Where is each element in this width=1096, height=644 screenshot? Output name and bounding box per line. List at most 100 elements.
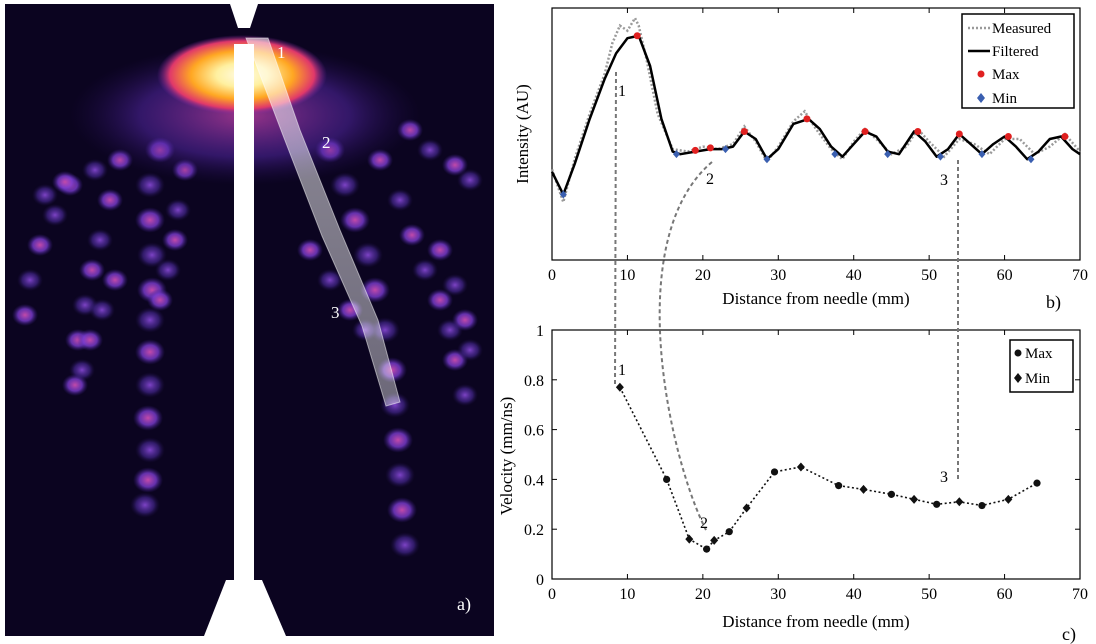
velocity-max-point xyxy=(663,475,671,483)
streamer-bead xyxy=(442,153,468,177)
velocity-min-point xyxy=(685,534,694,544)
velocity-y-axis-label: Velocity (mm/ns) xyxy=(497,397,516,516)
min-point xyxy=(721,145,729,154)
streamer-bead xyxy=(32,183,58,207)
velocity-max-point xyxy=(978,501,986,510)
measured-line xyxy=(550,15,1081,207)
streamer-bead xyxy=(427,288,453,312)
panel-label-a: a) xyxy=(457,594,471,615)
legend-measured-label: Measured xyxy=(992,21,1052,37)
velocity-y-tick-label: 0 xyxy=(536,572,544,589)
streamer-bead xyxy=(452,383,478,407)
velocity-min-point xyxy=(796,462,805,472)
streamer-bead xyxy=(135,339,165,365)
velocity-x-tick-label: 20 xyxy=(695,586,711,603)
streamer-bead xyxy=(102,268,128,292)
streamer-bead xyxy=(162,228,188,252)
streamer-bead xyxy=(417,138,443,162)
intensity-legend: Measured Filtered Max Min xyxy=(961,13,1075,109)
streamer-bead xyxy=(390,532,420,558)
streamer-bead xyxy=(165,198,191,222)
streamer-bead xyxy=(12,303,38,327)
intensity-chart: 0 10 20 30 40 50 60 70 Distance from needle (mm… xyxy=(513,7,1088,313)
velocity-y-tick-label: 0.4 xyxy=(524,472,544,489)
streamer-bead xyxy=(133,467,163,493)
min-point xyxy=(1027,155,1035,164)
min-point xyxy=(978,150,986,159)
image-marker-2: 2 xyxy=(322,133,331,152)
streamer-bead xyxy=(387,188,413,212)
max-point xyxy=(706,144,714,152)
velocity-max-point xyxy=(770,468,779,476)
velocity-series xyxy=(615,382,1041,553)
velocity-y-tick-label: 1 xyxy=(536,323,544,340)
velocity-min-point xyxy=(859,484,868,494)
legend-c-min-swatch xyxy=(1014,373,1022,383)
max-point xyxy=(914,127,922,135)
velocity-min-point xyxy=(910,494,919,504)
min-point xyxy=(672,150,680,159)
filtered-line xyxy=(550,34,1081,196)
min-point xyxy=(559,190,567,199)
velocity-max-point xyxy=(933,500,941,508)
intensity-x-tick-label: 20 xyxy=(695,267,711,284)
legend-max-label: Max xyxy=(992,67,1020,83)
streamer-bead xyxy=(385,462,415,488)
velocity-chart: 0 10 20 30 40 50 60 70 0 0.2 0.4 0.6 0.8 1 Distance f… xyxy=(497,323,1088,644)
velocity-y-tick-label: 0.6 xyxy=(524,423,544,440)
velocity-x-tick-label: 50 xyxy=(921,586,937,603)
streamer-bead xyxy=(317,268,343,292)
streamer-bead xyxy=(340,207,370,233)
velocity-connecting-line xyxy=(619,386,1038,551)
intensity-x-ticks: 0 10 20 30 40 50 60 70 xyxy=(548,8,1088,284)
max-point xyxy=(861,127,869,135)
max-point xyxy=(955,130,963,138)
velocity-legend-box xyxy=(1009,339,1074,393)
max-point xyxy=(633,32,641,40)
connector-line-1 xyxy=(614,71,617,385)
velocity-y-tick-label: 0.2 xyxy=(524,522,544,539)
streamer-bead xyxy=(62,373,88,397)
needle-top-notch xyxy=(230,4,258,28)
streamer-bead xyxy=(452,308,478,332)
streamer-bead xyxy=(155,258,181,282)
streamer-bead xyxy=(137,242,167,268)
streamer-bead xyxy=(82,158,108,182)
legend-filtered-label: Filtered xyxy=(992,44,1039,60)
velocity-x-tick-label: 60 xyxy=(997,586,1013,603)
streamer-bead xyxy=(442,273,468,297)
velocity-min-point xyxy=(955,497,964,507)
intensity-legend-box xyxy=(961,13,1075,109)
intensity-x-tick-label: 30 xyxy=(770,267,786,284)
velocity-max-point xyxy=(725,528,733,536)
connector-line-2 xyxy=(658,161,713,531)
velocity-x-tick-label: 40 xyxy=(846,586,862,603)
velocity-x-axis-label: Distance from needle (mm) xyxy=(722,612,909,631)
streamer-bead xyxy=(330,172,360,198)
max-point xyxy=(1061,133,1069,141)
max-point xyxy=(691,146,699,154)
intensity-x-tick-label: 40 xyxy=(846,267,862,284)
velocity-x-tick-label: 0 xyxy=(548,586,556,603)
b-marker-2: 2 xyxy=(706,171,714,188)
velocity-ticks: 0 10 20 30 40 50 60 70 0 0.2 0.4 0.6 0.8 1 xyxy=(524,323,1088,603)
legend-max-swatch xyxy=(977,70,985,78)
velocity-y-tick-label: 0.8 xyxy=(524,373,544,390)
intensity-x-tick-label: 0 xyxy=(548,267,556,284)
streamer-bead xyxy=(135,437,165,463)
streamer-bead xyxy=(135,372,165,398)
needle-base xyxy=(204,580,286,636)
c-marker-1: 1 xyxy=(618,362,626,379)
measurement-band xyxy=(245,37,401,407)
min-point xyxy=(884,150,892,159)
streamer-bead xyxy=(79,258,105,282)
intensity-x-tick-label: 50 xyxy=(921,267,937,284)
velocity-max-point xyxy=(703,545,711,553)
c-marker-3: 3 xyxy=(940,469,948,486)
streamer-bead xyxy=(412,258,438,282)
legend-c-max-swatch xyxy=(1014,349,1022,357)
streamer-bead xyxy=(133,405,163,431)
panel-label-c: c) xyxy=(1062,624,1076,644)
streamer-bead xyxy=(135,172,165,198)
